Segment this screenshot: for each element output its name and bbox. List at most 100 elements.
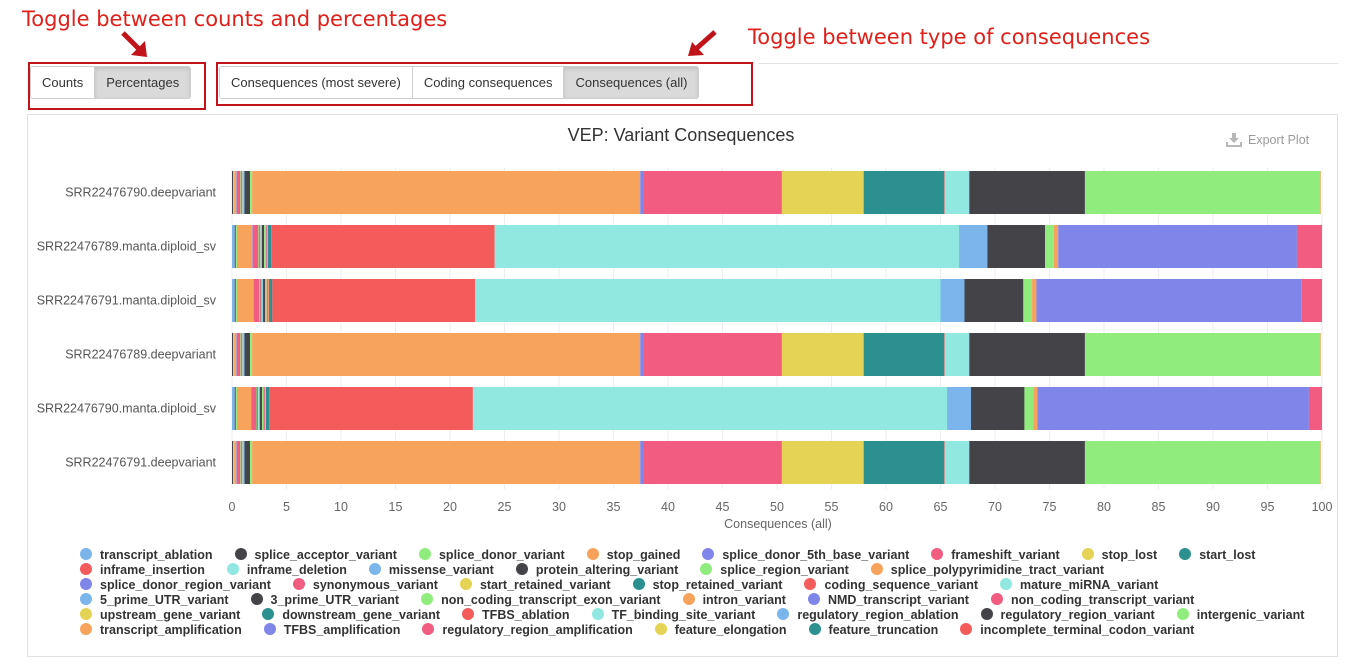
bar-segment[interactable] <box>244 441 250 484</box>
bar-segment[interactable] <box>266 225 268 268</box>
bar-segment[interactable] <box>268 279 270 322</box>
bar-segment[interactable] <box>267 225 268 268</box>
bar-segment[interactable] <box>232 441 234 484</box>
bar-segment[interactable] <box>265 225 267 268</box>
bar-segment[interactable] <box>269 279 273 322</box>
bar-segment[interactable] <box>640 441 644 484</box>
bar-segment[interactable] <box>494 225 960 268</box>
bar-segment[interactable] <box>968 171 970 214</box>
legend-item[interactable]: missense_variant <box>368 563 494 578</box>
export-plot-button[interactable]: Export Plot <box>1226 132 1309 147</box>
bar-segment[interactable] <box>241 333 243 376</box>
bar-segment[interactable] <box>271 225 495 268</box>
legend-item[interactable]: stop_lost <box>1081 548 1157 563</box>
bar-segment[interactable] <box>236 441 241 484</box>
bar-segment[interactable] <box>234 387 236 430</box>
bar-segment[interactable] <box>1033 387 1038 430</box>
legend-item[interactable]: inframe_insertion <box>80 563 205 578</box>
bar-segment[interactable] <box>240 333 241 376</box>
bar-segment[interactable] <box>258 225 259 268</box>
bar-segment[interactable] <box>643 441 782 484</box>
bar-segment[interactable] <box>987 225 1046 268</box>
bar-segment[interactable] <box>249 441 253 484</box>
legend-item[interactable]: stop_gained <box>586 548 680 563</box>
bar-segment[interactable] <box>944 333 969 376</box>
bar-segment[interactable] <box>968 441 970 484</box>
legend-item[interactable]: non_coding_transcript_exon_variant <box>421 593 661 608</box>
bar-segment[interactable] <box>266 279 268 322</box>
bar-segment[interactable] <box>235 225 237 268</box>
bar-segment[interactable] <box>1037 387 1309 430</box>
legend-item[interactable]: regulatory_region_variant <box>980 608 1155 623</box>
legend-item[interactable]: splice_polypyrimidine_tract_variant <box>870 563 1104 578</box>
bar-segment[interactable] <box>252 441 641 484</box>
bar-segment[interactable] <box>263 387 264 430</box>
bar-segment[interactable] <box>944 441 945 484</box>
legend-item[interactable]: splice_donor_region_variant <box>80 578 271 593</box>
bar-segment[interactable] <box>234 171 237 214</box>
bar-segment[interactable] <box>1084 441 1321 484</box>
legend-item[interactable]: regulatory_region_ablation <box>777 608 959 623</box>
legend-item[interactable]: TFBS_ablation <box>462 608 570 623</box>
bar-segment[interactable] <box>264 225 266 268</box>
legend-item[interactable]: downstream_gene_variant <box>262 608 440 623</box>
bar-segment[interactable] <box>232 225 235 268</box>
bar-segment[interactable] <box>272 279 476 322</box>
bar-segment[interactable] <box>863 333 945 376</box>
bar-segment[interactable] <box>267 225 272 268</box>
bar-segment[interactable] <box>863 441 945 484</box>
legend-item[interactable]: splice_acceptor_variant <box>234 548 397 563</box>
bar-segment[interactable] <box>969 171 1085 214</box>
bar-segment[interactable] <box>475 279 941 322</box>
legend-item[interactable]: upstream_gene_variant <box>80 608 240 623</box>
bar-segment[interactable] <box>236 171 241 214</box>
bar-segment[interactable] <box>243 441 245 484</box>
bar-segment[interactable] <box>1320 333 1321 376</box>
bar-segment[interactable] <box>1308 387 1322 430</box>
bar-segment[interactable] <box>243 333 245 376</box>
bar-segment[interactable] <box>244 171 250 214</box>
bar-segment[interactable] <box>971 387 1025 430</box>
bar-segment[interactable] <box>261 279 263 322</box>
bar-segment[interactable] <box>252 225 259 268</box>
bar-segment[interactable] <box>259 387 262 430</box>
bar-segment[interactable] <box>643 333 782 376</box>
legend-item[interactable]: incomplete_terminal_codon_variant <box>960 623 1194 638</box>
bar-segment[interactable] <box>233 441 235 484</box>
bar-segment[interactable] <box>1084 333 1321 376</box>
bar-segment[interactable] <box>1032 279 1037 322</box>
bar-segment[interactable] <box>236 333 241 376</box>
bar-segment[interactable] <box>1084 171 1321 214</box>
legend-item[interactable]: feature_truncation <box>808 623 938 638</box>
bar-segment[interactable] <box>236 387 252 430</box>
bar-segment[interactable] <box>940 279 965 322</box>
bar-segment[interactable] <box>964 279 1024 322</box>
bar-segment[interactable] <box>264 387 266 430</box>
bar-segment[interactable] <box>640 333 644 376</box>
toggle-all-consequences-button[interactable]: Consequences (all) <box>564 67 699 98</box>
bar-segment[interactable] <box>236 225 253 268</box>
bar-segment[interactable] <box>249 171 253 214</box>
bar-segment[interactable] <box>232 387 235 430</box>
bar-segment[interactable] <box>781 441 864 484</box>
bar-segment[interactable] <box>267 279 269 322</box>
toggle-coding-button[interactable]: Coding consequences <box>412 67 565 98</box>
bar-segment[interactable] <box>257 387 259 430</box>
bar-segment[interactable] <box>251 387 252 430</box>
bar-segment[interactable] <box>1320 441 1321 484</box>
bar-segment[interactable] <box>240 171 242 214</box>
bar-segment[interactable] <box>244 333 250 376</box>
bar-segment[interactable] <box>236 333 237 376</box>
legend-item[interactable]: 3_prime_UTR_variant <box>250 593 399 608</box>
bar-segment[interactable] <box>243 171 245 214</box>
legend-item[interactable]: TFBS_amplification <box>263 623 400 638</box>
bar-segment[interactable] <box>258 387 260 430</box>
bar-segment[interactable] <box>242 441 244 484</box>
bar-segment[interactable] <box>232 171 234 214</box>
bar-segment[interactable] <box>233 171 235 214</box>
bar-segment[interactable] <box>969 441 1085 484</box>
bar-segment[interactable] <box>233 333 235 376</box>
bar-segment[interactable] <box>234 279 236 322</box>
bar-segment[interactable] <box>234 441 237 484</box>
toggle-counts-button[interactable]: Counts <box>31 67 96 98</box>
